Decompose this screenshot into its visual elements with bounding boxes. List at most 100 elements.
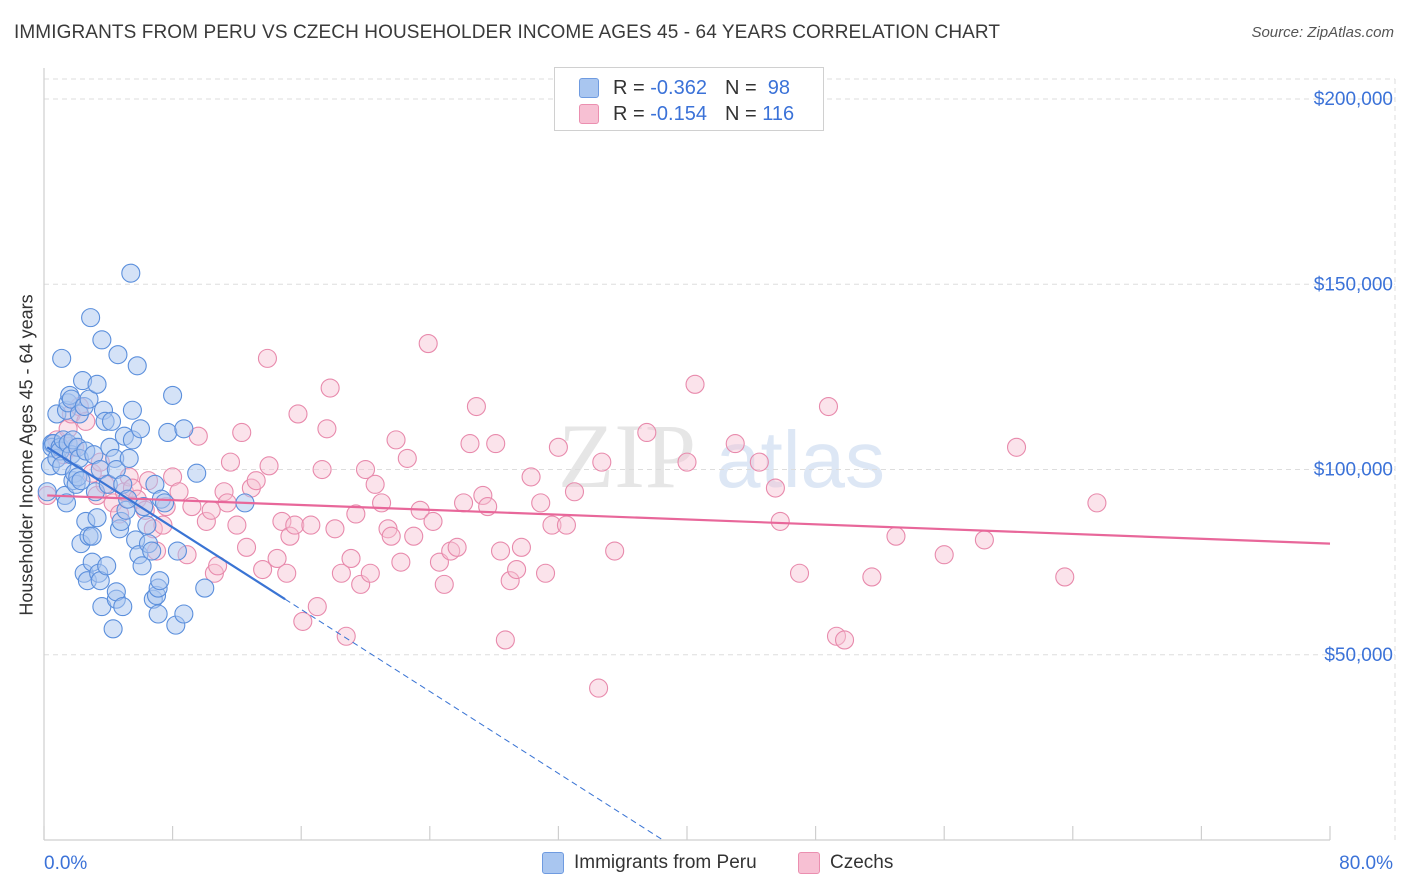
peru-point <box>167 541 187 561</box>
czechs-point <box>934 545 954 565</box>
czechs-point <box>789 563 810 583</box>
legend-swatch-peru <box>579 78 599 98</box>
czechs-point <box>196 511 216 531</box>
peru-point <box>158 422 178 443</box>
peru-points <box>37 263 255 639</box>
czechs-point <box>285 515 305 535</box>
czechs-point <box>272 511 292 531</box>
czechs-point <box>521 467 541 487</box>
y-axis-label: Householder Income Ages 45 - 64 years <box>16 294 37 616</box>
czechs-point <box>818 396 839 417</box>
czechs-point <box>280 526 300 546</box>
series-label-peru: Immigrants from Peru <box>574 852 757 873</box>
czechs-point <box>454 493 474 513</box>
czechs-point <box>232 422 252 443</box>
peru-trend-extension <box>284 598 664 841</box>
peru-point <box>195 578 215 598</box>
trend-lines <box>46 446 1331 841</box>
czechs-point <box>677 452 697 472</box>
peru-point <box>82 526 102 546</box>
watermark: ZIP atlas <box>558 405 885 507</box>
czechs-point <box>346 504 366 524</box>
series-legend-czechs: Czechs <box>798 852 893 874</box>
peru-point <box>137 515 157 535</box>
czechs-point <box>293 611 313 631</box>
czechs-point <box>214 482 234 502</box>
czechs-point <box>288 404 308 424</box>
czechs-point <box>404 526 424 546</box>
czechs-point <box>886 526 906 546</box>
axes <box>43 68 1331 841</box>
czechs-point <box>1087 493 1107 513</box>
czechs-point <box>466 396 486 417</box>
peru-point <box>130 419 150 439</box>
czechs-point <box>325 519 345 539</box>
peru-point <box>101 411 122 431</box>
peru-point <box>79 389 99 409</box>
legend-r-label: R = <box>613 102 645 125</box>
czechs-point <box>351 574 371 594</box>
legend-n-value: 116 <box>762 102 795 125</box>
czechs-point <box>259 456 279 476</box>
watermark-zip: ZIP <box>558 405 696 507</box>
legend-row-czechs: R = -0.154 N = 116 <box>579 101 794 127</box>
tick-labels: $50,000 $100,000 $150,000 $200,000 0.0% 80.0% <box>44 89 1393 874</box>
czechs-point <box>355 459 376 480</box>
czechs-point <box>490 541 511 561</box>
peru-point <box>148 604 168 624</box>
peru-point <box>87 374 107 394</box>
peru-point <box>97 556 117 576</box>
peru-point <box>122 400 142 420</box>
legend-swatch-czechs <box>579 104 599 124</box>
peru-point <box>103 619 123 639</box>
peru-point <box>163 385 183 405</box>
legend-n-value: 98 <box>767 76 791 99</box>
legend-n-label: N = <box>724 102 757 125</box>
czechs-point <box>257 348 277 368</box>
chart-title: IMMIGRANTS FROM PERU VS CZECH HOUSEHOLDE… <box>14 22 1001 43</box>
czechs-point <box>381 526 401 546</box>
peru-point <box>108 345 128 365</box>
legend-r-label: R = <box>613 76 645 99</box>
peru-point <box>187 463 207 483</box>
series-legend-peru: Immigrants from Peru <box>542 852 757 874</box>
czechs-point <box>542 515 562 535</box>
czechs-point <box>253 560 273 580</box>
czechs-point <box>473 485 493 506</box>
czechs-point <box>441 541 461 561</box>
czechs-point <box>397 448 417 468</box>
czechs-point <box>637 422 657 443</box>
czechs-point <box>312 459 332 480</box>
y-tick-label: $200,000 <box>1314 89 1393 110</box>
czechs-point <box>246 471 266 491</box>
legend-n-label: N = <box>724 76 757 99</box>
series-swatch-czechs <box>798 852 820 874</box>
czechs-point <box>862 567 882 587</box>
czechs-point <box>765 478 785 498</box>
czechs-point <box>725 434 745 454</box>
correlation-legend: R = -0.362 N = 98 R = -0.154 N = 116 <box>554 67 824 131</box>
czechs-point <box>495 630 515 650</box>
y-tick-label: $150,000 <box>1314 274 1393 295</box>
czechs-point <box>320 378 340 398</box>
czechs-point <box>277 563 297 583</box>
czechs-point <box>201 500 221 520</box>
czechs-point <box>535 563 556 583</box>
czechs-point <box>331 563 351 583</box>
czechs-point <box>365 474 385 494</box>
czechs-point <box>460 434 480 454</box>
peru-point <box>87 508 107 528</box>
czechs-point <box>360 563 380 583</box>
legend-r-value: -0.154 <box>650 102 707 125</box>
czechs-point <box>418 334 438 354</box>
peru-point <box>174 419 194 439</box>
czechs-point <box>511 537 531 557</box>
legend-row-peru: R = -0.362 N = 98 <box>579 75 790 101</box>
peru-point <box>71 471 91 491</box>
x-tick-label: 0.0% <box>44 853 87 874</box>
czechs-point <box>341 548 361 568</box>
czechs-point <box>749 452 769 472</box>
czechs-point <box>486 434 506 454</box>
czechs-point <box>770 511 790 531</box>
